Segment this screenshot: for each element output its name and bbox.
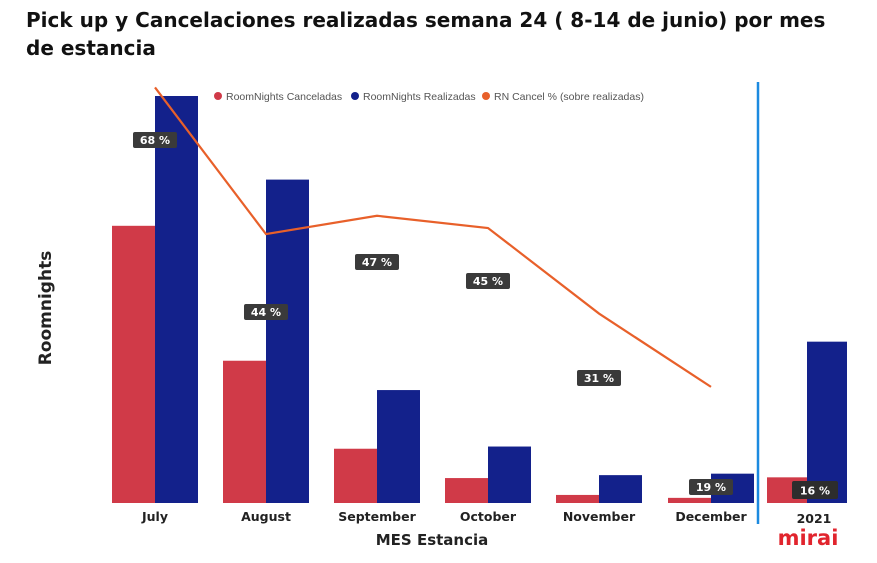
chart-legend: RoomNights Canceladas RoomNights Realizad… bbox=[214, 91, 644, 103]
pct-label-september: 47 % bbox=[362, 256, 392, 269]
x-tick-november: November bbox=[563, 509, 636, 524]
pct-label-july: 68 % bbox=[140, 134, 170, 147]
cancel-pct-line-group: 68 % 44 % 47 % 45 % 31 % 19 % bbox=[133, 86, 733, 495]
x-tick-october: October bbox=[460, 509, 517, 524]
bar-canceladas-august bbox=[223, 360, 266, 503]
pct-label-bg-december bbox=[689, 479, 733, 495]
bar-canceladas-july bbox=[112, 225, 155, 504]
legend-label-2: RN Cancel % (sobre realizadas) bbox=[494, 91, 644, 103]
pct-label-october: 45 % bbox=[473, 275, 503, 288]
summary-year-label: 2021 bbox=[797, 511, 832, 526]
bars-group bbox=[112, 96, 754, 504]
brand-logo: mirai bbox=[778, 526, 839, 550]
pct-label-bg-november bbox=[577, 370, 621, 386]
cancel-pct-line bbox=[154, 86, 712, 388]
bar-canceladas-september bbox=[334, 448, 377, 503]
pct-label-november: 31 % bbox=[584, 372, 614, 385]
bar-realizadas-july bbox=[155, 96, 198, 503]
x-tick-september: September bbox=[338, 509, 416, 524]
bar-realizadas-september bbox=[377, 390, 420, 503]
x-tick-august: August bbox=[241, 509, 291, 524]
pct-label-bg-september bbox=[355, 254, 399, 270]
y-axis-title: Roomnights bbox=[36, 251, 56, 366]
bar-canceladas-december bbox=[668, 497, 711, 503]
legend-marker-2 bbox=[482, 92, 490, 100]
pct-label-bg-july bbox=[133, 132, 177, 148]
pct-label-bg-october bbox=[466, 273, 510, 289]
x-tick-july: July bbox=[141, 509, 168, 524]
legend-marker-1 bbox=[351, 92, 359, 100]
bar-canceladas-october bbox=[445, 478, 488, 503]
pct-label-bg-august bbox=[244, 304, 288, 320]
legend-label-1: RoomNights Realizadas bbox=[363, 91, 476, 103]
axes-group: July August September October November Decemb… bbox=[36, 251, 748, 549]
bar-realizadas-october bbox=[488, 446, 531, 503]
pct-label-2021: 16 % bbox=[800, 485, 830, 498]
x-axis-title: MES Estancia bbox=[376, 531, 489, 549]
bar-realizadas-november bbox=[599, 475, 642, 503]
pct-label-august: 44 % bbox=[251, 306, 281, 319]
legend-label-0: RoomNights Canceladas bbox=[226, 91, 342, 103]
legend-marker-0 bbox=[214, 92, 222, 100]
pct-label-december: 19 % bbox=[696, 481, 726, 494]
pct-label-bg-2021 bbox=[792, 481, 838, 499]
page-title: Pick up y Cancelaciones realizadas seman… bbox=[26, 8, 826, 60]
x-tick-december: December bbox=[675, 509, 747, 524]
bar-canceladas-november bbox=[556, 494, 599, 503]
bar-realizadas-2021 bbox=[807, 341, 847, 503]
